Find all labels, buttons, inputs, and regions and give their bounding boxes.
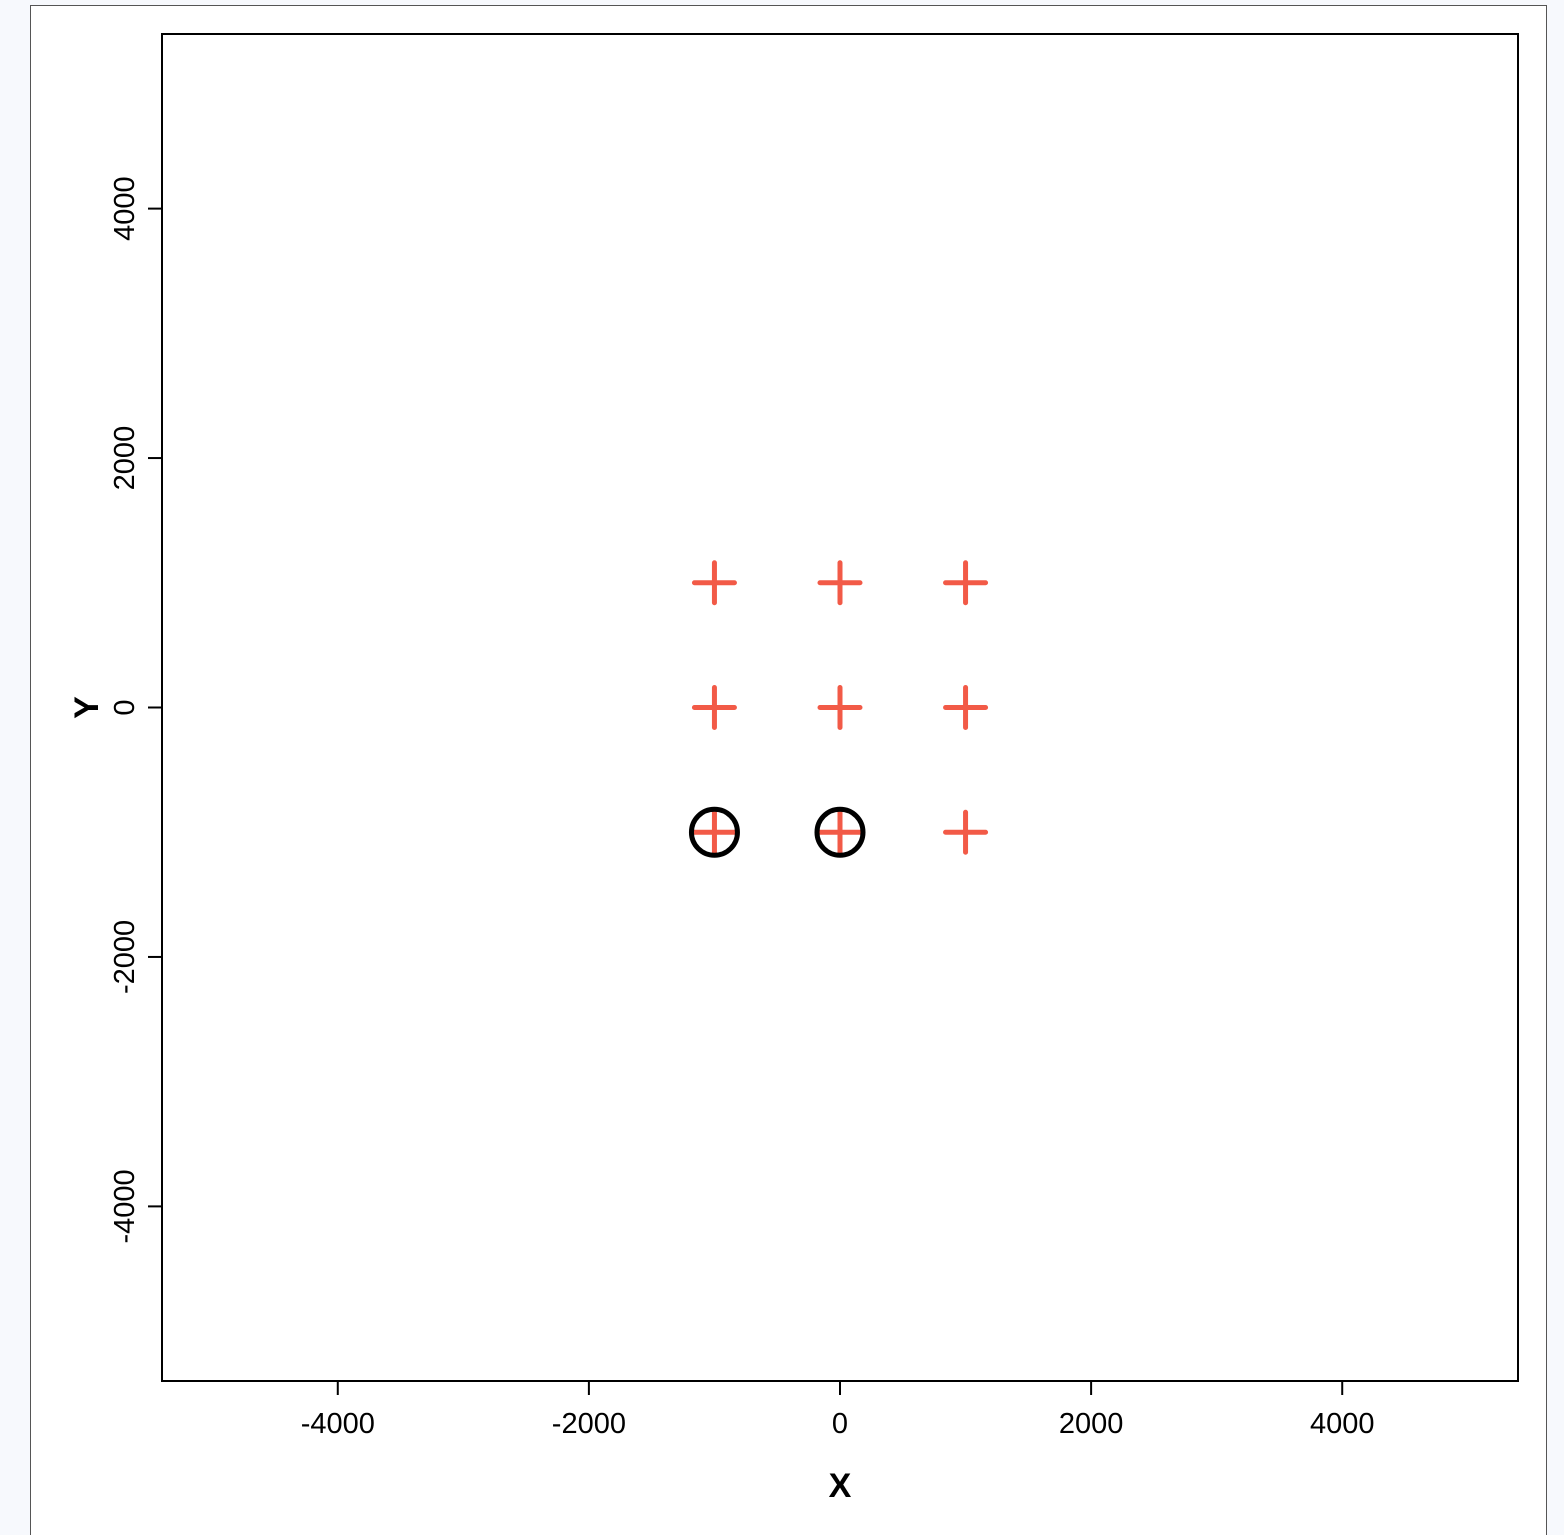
points-layer bbox=[688, 560, 989, 858]
plus-marker bbox=[817, 560, 863, 606]
y-tick-label: 2000 bbox=[109, 426, 141, 491]
x-axis: -4000 -2000 0 2000 4000 bbox=[301, 1381, 1375, 1440]
x-tick-label: -4000 bbox=[301, 1408, 375, 1440]
x-tick-label: -2000 bbox=[552, 1408, 626, 1440]
y-axis-title: Y bbox=[68, 696, 106, 719]
plus-marker bbox=[691, 685, 737, 730]
plus-marker bbox=[817, 809, 863, 855]
plus-marker bbox=[943, 560, 989, 606]
y-axis: -4000 -2000 0 2000 4000 bbox=[109, 176, 162, 1243]
plus-marker bbox=[691, 560, 737, 606]
x-tick-label: 2000 bbox=[1059, 1408, 1124, 1440]
y-tick-label: -2000 bbox=[109, 920, 141, 994]
plus-marker bbox=[691, 809, 737, 855]
plus-marker bbox=[943, 685, 989, 730]
plus-marker bbox=[943, 809, 989, 855]
x-tick-label: 4000 bbox=[1310, 1408, 1375, 1440]
plus-marker bbox=[817, 685, 863, 730]
circle-marker bbox=[688, 806, 740, 858]
x-axis-title: X bbox=[829, 1467, 852, 1505]
x-tick-label: 0 bbox=[832, 1408, 848, 1440]
y-tick-label: 0 bbox=[109, 699, 141, 715]
circle-marker bbox=[814, 806, 866, 858]
y-tick-label: 4000 bbox=[109, 176, 141, 241]
y-tick-label: -4000 bbox=[109, 1169, 141, 1243]
